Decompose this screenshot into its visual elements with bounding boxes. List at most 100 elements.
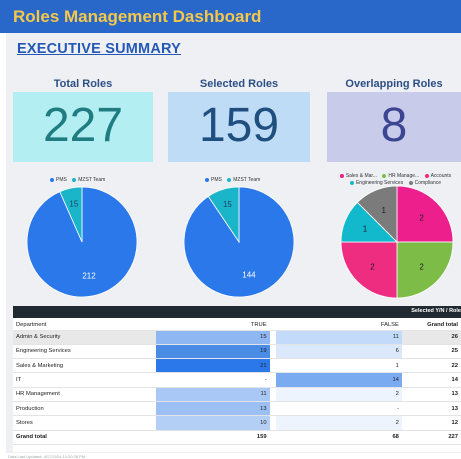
legend-label: Sales & Mar... <box>345 173 377 179</box>
header-grand-total[interactable]: Grand total <box>401 320 461 331</box>
column-gap <box>269 401 276 417</box>
legend-label: MZST Team <box>233 177 261 183</box>
cell-grand-total: 13 <box>401 387 461 402</box>
cell-department: IT <box>13 372 156 388</box>
kpi-value-selected-roles: 159 <box>198 99 280 152</box>
legend-label: HR Manage... <box>388 173 420 179</box>
table-row[interactable]: Engineering Services 19 6 25 <box>13 344 461 360</box>
legend-item[interactable]: Accounts <box>424 173 451 180</box>
column-gap <box>269 387 276 402</box>
pie-chart-overlapping-roles[interactable]: 2 2 2 1 1 <box>340 185 454 299</box>
table-row[interactable]: IT -14 14 <box>13 372 461 388</box>
legend-item[interactable]: Engineering Services <box>349 180 404 187</box>
column-gap <box>269 330 276 345</box>
legend-dot <box>349 180 354 185</box>
cell-grand-total: 13 <box>401 401 461 417</box>
cell-true: 159 <box>155 429 270 445</box>
column-gap <box>269 358 276 374</box>
legend-item[interactable]: HR Manage... <box>382 173 419 180</box>
table-row[interactable]: HR Management 11 2 13 <box>13 387 461 402</box>
table-row[interactable]: Admin & Security 15 11 26 <box>13 330 461 345</box>
pivot-table: Selected Y/N / Role Department TRUE FALS… <box>13 306 461 452</box>
cell-grand-total: 14 <box>401 372 461 388</box>
pivot-matrix: Department TRUE FALSE Grand total Admin … <box>13 320 461 445</box>
pivot-header-bar: Selected Y/N / Role <box>13 306 461 318</box>
cell-department: Grand total <box>13 429 156 445</box>
legend-label: MZST Team <box>78 177 106 183</box>
kpi-value-overlapping-roles: 8 <box>380 99 408 152</box>
cell-false: 14 <box>275 372 402 388</box>
pie2-legend: PMS MZST Team <box>205 177 264 183</box>
legend-dot <box>50 177 54 182</box>
legend-dot <box>424 173 429 178</box>
legend-item[interactable]: Compliance <box>408 180 441 187</box>
pie-chart-total-roles[interactable]: 212 15 <box>26 186 138 298</box>
legend-item[interactable]: PMS <box>50 177 67 183</box>
legend-item[interactable]: PMS <box>205 177 222 183</box>
table-row[interactable]: Sales & Marketing 21 1 22 <box>13 358 461 374</box>
cell-false: 1 <box>275 358 402 374</box>
table-row[interactable]: Stores 10 2 12 <box>13 415 461 431</box>
pie-slice-label: 2 <box>370 263 375 272</box>
pie-slice-label: 212 <box>82 271 96 280</box>
pie-slice[interactable] <box>340 241 398 299</box>
cell-true: 11 <box>155 387 270 402</box>
column-gap <box>269 372 276 388</box>
pie-slice[interactable] <box>59 186 83 243</box>
dashboard-title: Roles Management Dashboard <box>13 7 262 26</box>
legend-dot <box>205 177 209 182</box>
column-gap <box>269 429 276 445</box>
column-gap <box>269 320 276 331</box>
table-total-row: Grand total 159 68 227 <box>13 429 461 445</box>
cell-true: 10 <box>155 415 270 431</box>
legend-item[interactable]: MZST Team <box>72 177 105 183</box>
table-row[interactable]: Production 13-13 <box>13 401 461 417</box>
kpi-card-overlapping-roles[interactable]: 8 <box>327 92 461 162</box>
kpi-card-total-roles[interactable]: 227 <box>13 92 153 162</box>
cell-department: Engineering Services <box>13 344 156 360</box>
legend-dot <box>339 173 344 178</box>
pie-slice-label: 2 <box>419 263 424 272</box>
cell-department: Stores <box>13 415 156 431</box>
legend-dot <box>382 173 387 178</box>
table-header-row: Department TRUE FALSE Grand total <box>13 320 461 331</box>
legend-item[interactable]: MZST Team <box>227 177 260 183</box>
cell-true: - <box>155 372 270 388</box>
last-updated-note: Data Last Updated: 4/17/2024 10:20:28 PM <box>8 454 86 459</box>
kpi-value-total-roles: 227 <box>42 99 124 152</box>
cell-grand-total: 12 <box>401 415 461 431</box>
pie-slice[interactable] <box>356 185 398 243</box>
kpi-card-selected-roles[interactable]: 159 <box>168 92 310 162</box>
legend-label: Engineering Services <box>355 180 404 186</box>
cell-true: 13 <box>155 401 270 417</box>
cell-grand-total: 26 <box>401 330 461 345</box>
pie-slice-label: 2 <box>419 213 424 222</box>
pie-chart-selected-roles[interactable]: 144 15 <box>183 186 295 298</box>
pivot-column-title: Selected Y/N / Role <box>411 308 461 314</box>
pie-slice-label: 15 <box>69 199 78 208</box>
pie-slice-label: 1 <box>381 206 386 215</box>
legend-dot <box>408 180 413 185</box>
cell-false: 11 <box>275 330 402 345</box>
pie-slice[interactable] <box>207 186 240 244</box>
header-false[interactable]: FALSE <box>275 320 402 331</box>
pie-slice[interactable] <box>396 185 454 243</box>
legend-dot <box>72 177 77 182</box>
cell-department: Sales & Marketing <box>13 358 156 374</box>
cell-department: Production <box>13 401 156 417</box>
pie-slice-label: 15 <box>223 200 232 209</box>
legend-dot <box>227 177 232 182</box>
pie-slice[interactable] <box>396 241 454 299</box>
header-true[interactable]: TRUE <box>155 320 270 331</box>
cell-grand-total: 25 <box>401 344 461 360</box>
pie1-legend: PMS MZST Team <box>50 177 109 183</box>
cell-false: 2 <box>275 415 402 431</box>
header-department[interactable]: Department <box>13 320 156 331</box>
legend-item[interactable]: Sales & Mar... <box>339 173 377 180</box>
title-bar: Roles Management Dashboard <box>0 0 461 33</box>
cell-department: Admin & Security <box>13 330 156 345</box>
cell-false: 6 <box>275 344 402 360</box>
legend-label: PMS <box>211 177 222 183</box>
cell-grand-total: 227 <box>401 429 461 445</box>
kpi-label-overlapping-roles: Overlapping Roles <box>345 78 443 90</box>
